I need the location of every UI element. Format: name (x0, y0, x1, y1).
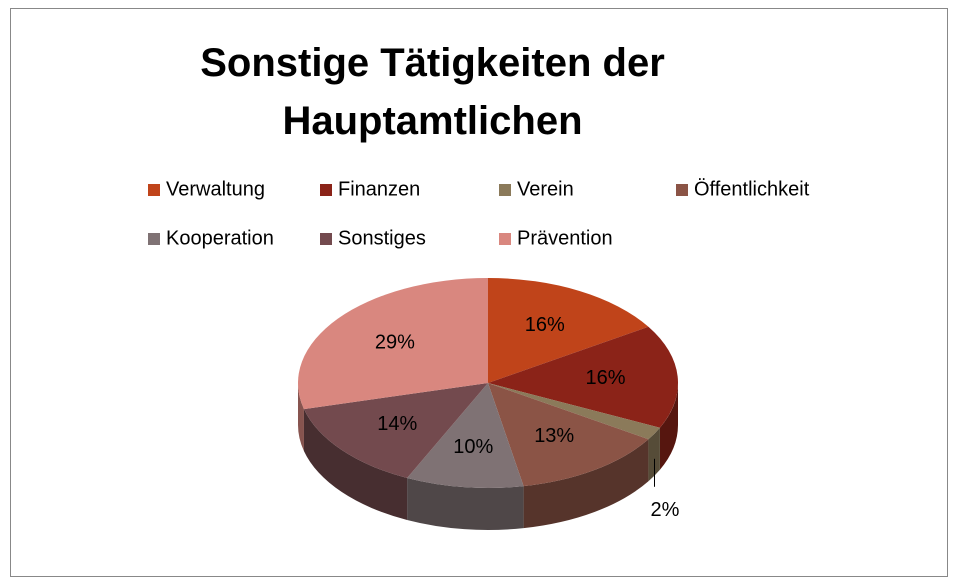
chart-title: Sonstige Tätigkeiten der Hauptamtlichen (200, 41, 665, 143)
legend-label: Kooperation (166, 227, 274, 249)
data-label: 16% (525, 314, 565, 336)
slice (407, 383, 524, 488)
slice-side (298, 383, 304, 452)
legend-label: Prävention (517, 227, 613, 249)
legend-swatch (499, 233, 511, 245)
slice (303, 383, 488, 479)
data-label: 2% (650, 499, 679, 521)
legend-swatch (499, 184, 511, 196)
legend-label: Öffentlichkeit (694, 178, 810, 200)
data-label: 14% (377, 413, 417, 435)
legend-label: Finanzen (338, 178, 420, 200)
data-label: 13% (534, 425, 574, 447)
slice (488, 383, 660, 440)
legend-swatch (148, 184, 160, 196)
slice (488, 326, 678, 428)
slice (488, 383, 649, 487)
slice-side (407, 478, 524, 530)
slice-side (303, 409, 408, 521)
slice-side (648, 427, 660, 482)
legend-swatch (148, 233, 160, 245)
legend-label: Verwaltung (166, 178, 265, 200)
data-label: 16% (586, 367, 626, 389)
legend-swatch (676, 184, 688, 196)
slice-side (659, 383, 678, 470)
data-label: 10% (453, 436, 493, 458)
slice (298, 278, 488, 410)
legend-label: Verein (517, 178, 574, 200)
legend-label: Sonstiges (338, 227, 426, 249)
legend-swatch (320, 233, 332, 245)
slice (488, 278, 649, 383)
slice-side (523, 439, 649, 529)
data-label: 29% (375, 331, 415, 353)
legend-swatch (320, 184, 332, 196)
